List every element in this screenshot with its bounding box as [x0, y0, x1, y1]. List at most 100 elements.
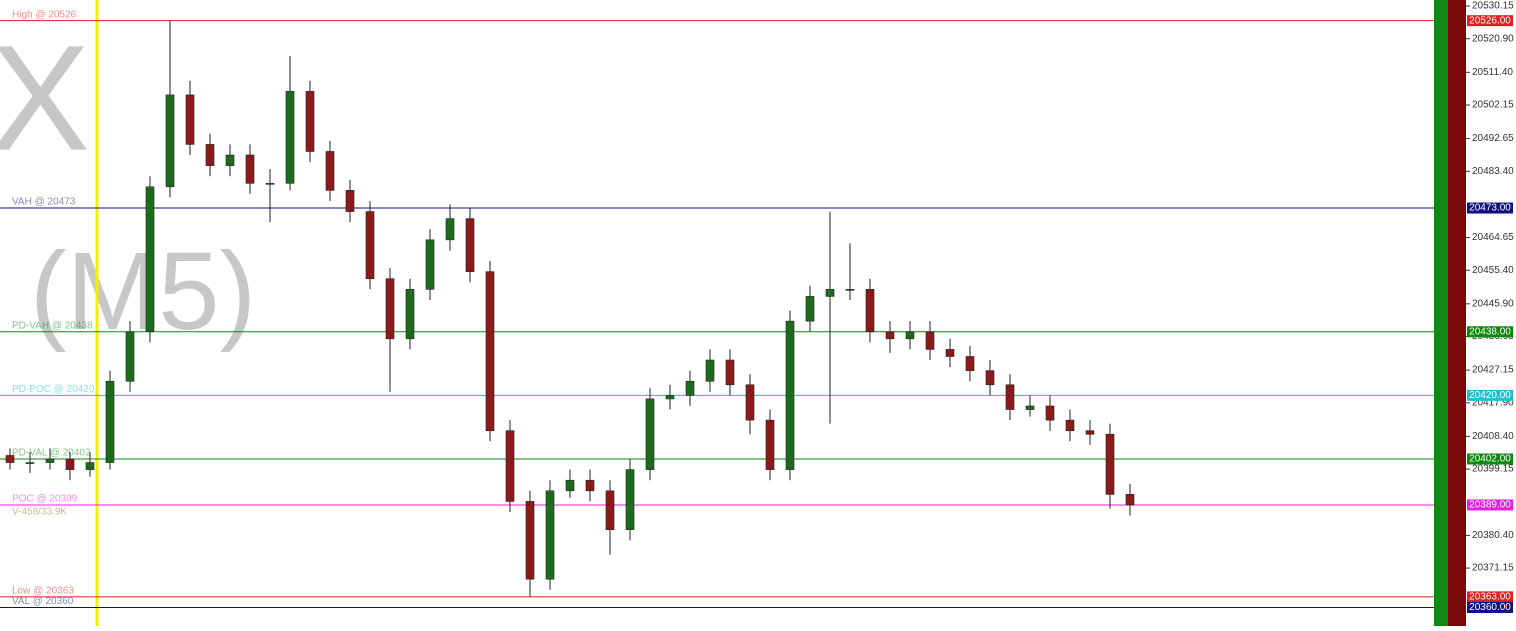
candle-body [705, 359, 715, 382]
candle-body [1025, 405, 1035, 410]
candle-body [85, 462, 95, 470]
candle-body [925, 331, 935, 350]
y-tick-label: 20511.40 [1472, 67, 1513, 78]
price-tag-label: 20526.00 [1469, 15, 1511, 26]
candle-body [1005, 384, 1015, 410]
candle-body [425, 239, 435, 290]
y-tick-label: 20455.40 [1472, 265, 1514, 276]
candle-body [105, 380, 115, 463]
candle-body [605, 490, 615, 531]
candle-body [445, 218, 455, 241]
candle-body [365, 211, 375, 280]
candle-body [325, 151, 335, 191]
candle-body [485, 271, 495, 432]
candle-body [785, 320, 795, 470]
y-tick-label: 20445.90 [1472, 298, 1514, 309]
candle-body [685, 380, 695, 396]
candle-body [1065, 419, 1075, 432]
price-tag-label: 20473.00 [1469, 203, 1511, 214]
candle-body [765, 419, 775, 470]
y-tick-label: 20502.15 [1472, 100, 1514, 111]
y-tick-label: 20417.90 [1472, 397, 1514, 408]
watermark: (M5) [30, 230, 256, 353]
level-label: POC @ 20389 [12, 494, 78, 505]
price-tag [1467, 601, 1513, 613]
candle-body [165, 94, 175, 188]
candle-body [305, 91, 315, 152]
candle-body [245, 154, 255, 184]
candle-body [65, 458, 75, 470]
y-tick-label: 20464.65 [1472, 232, 1514, 243]
candle-body [505, 430, 515, 502]
watermark: X [0, 14, 90, 182]
y-tick-label: 20380.40 [1472, 530, 1514, 541]
level-label: PD-VAH @ 20438 [12, 320, 93, 331]
price-tag [1467, 15, 1513, 27]
y-tick-label: 20427.15 [1472, 365, 1514, 376]
candle-body [585, 479, 595, 492]
candle-body [985, 370, 995, 386]
candle-body [225, 154, 235, 166]
price-tag-label: 20402.00 [1469, 454, 1511, 465]
price-tag [1467, 591, 1513, 603]
candle-body [125, 331, 135, 382]
candle-body [465, 218, 475, 272]
candle-body [525, 501, 535, 580]
price-tag-label: 20389.00 [1469, 500, 1511, 511]
candle-body [1045, 405, 1055, 421]
price-tag [1467, 202, 1513, 214]
side-bar [1434, 0, 1448, 626]
candle-body [945, 349, 955, 357]
y-tick-label: 20483.40 [1472, 166, 1514, 177]
y-tick-label: 20408.40 [1472, 431, 1514, 442]
level-label: VAH @ 20473 [12, 197, 76, 208]
candle-body [565, 479, 575, 492]
price-tag-label: 20360.00 [1469, 602, 1511, 613]
candle-body [1085, 430, 1095, 435]
candle-body [965, 356, 975, 371]
price-tag [1467, 389, 1513, 401]
side-bar [1448, 0, 1466, 626]
candle-body [185, 94, 195, 145]
candle-body [285, 91, 295, 184]
candle-body [25, 462, 35, 464]
level-label: PD-POC @ 20420 [12, 384, 95, 395]
price-tag-label: 20420.00 [1469, 390, 1511, 401]
y-tick-label: 20530.15 [1472, 1, 1514, 12]
candle-body [845, 289, 855, 291]
volume-text: V-458/33.9K [12, 507, 67, 518]
level-label: VAL @ 20360 [12, 596, 74, 607]
plot-area [0, 0, 1434, 626]
y-tick-label: 20399.15 [1472, 464, 1514, 475]
candle-body [725, 359, 735, 386]
y-tick-label: 20371.15 [1472, 563, 1514, 574]
price-axis [1466, 0, 1516, 626]
candle-body [345, 190, 355, 212]
candle-body [405, 289, 415, 340]
candle-body [825, 289, 835, 297]
price-tag [1467, 499, 1513, 511]
price-tag-label: 20363.00 [1469, 592, 1511, 603]
candle-body [45, 458, 55, 463]
candle-body [385, 278, 395, 340]
candle-body [905, 331, 915, 340]
candle-body [865, 289, 875, 333]
level-label: Low @ 20363 [12, 586, 74, 597]
candle-body [145, 186, 155, 333]
candle-body [745, 384, 755, 421]
candle-body [885, 331, 895, 340]
candle-body [205, 144, 215, 166]
candle-body [5, 455, 15, 463]
candle-body [805, 296, 815, 322]
candle-body [625, 469, 635, 531]
y-tick-label: 20492.65 [1472, 133, 1514, 144]
level-label: High @ 20526 [12, 9, 77, 20]
level-label: PD-VAL @ 20402 [12, 448, 91, 459]
candle-body [1105, 433, 1115, 495]
candle-body [545, 490, 555, 580]
price-tag [1467, 326, 1513, 338]
candle-body [665, 395, 675, 400]
price-tag-label: 20438.00 [1469, 326, 1511, 337]
y-tick-label: 20520.90 [1472, 33, 1514, 44]
